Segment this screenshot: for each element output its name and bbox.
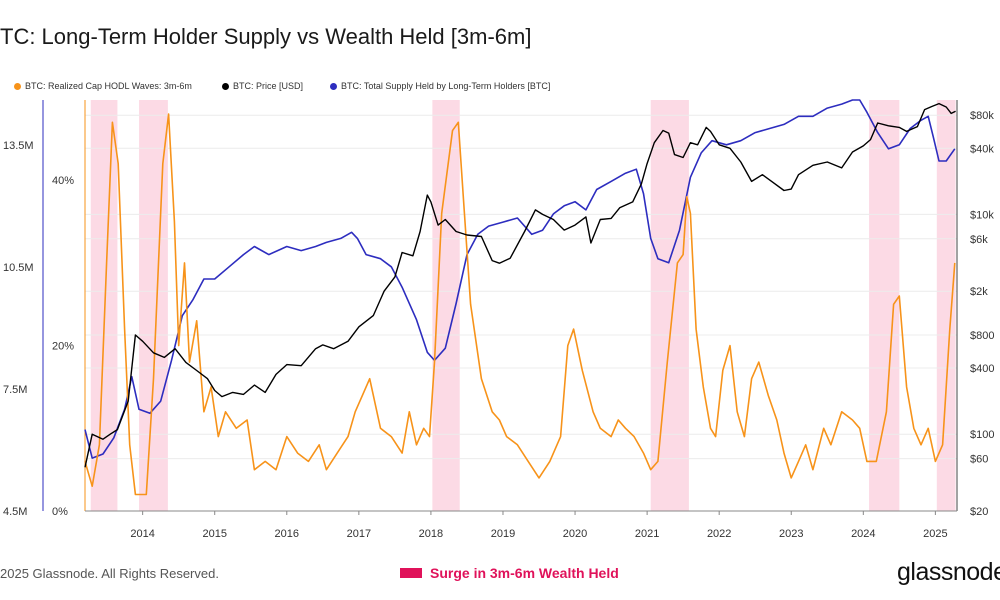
supply-tick-label: 4.5M: [3, 506, 27, 518]
x-tick-label: 2019: [491, 528, 515, 540]
legend-swatch-price: [222, 82, 229, 90]
copyright-text: 2025 Glassnode. All Rights Reserved.: [0, 566, 219, 581]
x-tick-label: 2016: [275, 528, 299, 540]
price-tick-label: $80k: [970, 110, 994, 122]
hodl-tick-label: 0%: [52, 506, 68, 518]
surge-legend: Surge in 3m-6m Wealth Held: [400, 565, 619, 581]
legend-swatch-supply: [330, 82, 337, 90]
surge-highlight-band: [90, 100, 118, 511]
legend-item-hodl[interactable]: BTC: Realized Cap HODL Waves: 3m-6m: [14, 81, 192, 91]
chart-canvas: 4.5M 7.5M 10.5M 13.5M 0% 20% 40% $20 $60 $100 $400…: [3, 99, 994, 540]
x-tick-label: 2023: [779, 528, 803, 540]
price-tick-label: $100: [970, 429, 994, 441]
series-line-hodl: [84, 113, 956, 496]
surge-highlight-band: [936, 100, 956, 511]
legend-item-supply[interactable]: BTC: Total Supply Held by Long-Term Hold…: [330, 81, 550, 91]
x-tick-label: 2017: [347, 528, 371, 540]
x-tick-label: 2025: [923, 528, 947, 540]
glassnode-logo: glassnode: [897, 558, 1000, 586]
supply-tick-label: 10.5M: [3, 262, 34, 274]
surge-highlight-band: [869, 100, 900, 511]
chart-legend: BTC: Realized Cap HODL Waves: 3m-6m BTC:…: [0, 81, 1000, 97]
legend-label-price: BTC: Price [USD]: [233, 81, 304, 91]
x-tick-label: 2024: [851, 528, 875, 540]
price-tick-label: $6k: [970, 234, 988, 246]
series-line-supply: [84, 99, 956, 459]
x-tick-label: 2021: [635, 528, 659, 540]
legend-label-hodl: BTC: Realized Cap HODL Waves: 3m-6m: [25, 81, 192, 91]
price-tick-label: $60: [970, 454, 988, 466]
supply-tick-label: 7.5M: [3, 384, 27, 396]
price-tick-label: $40k: [970, 143, 994, 155]
x-tick-label: 2018: [419, 528, 443, 540]
price-tick-label: $2k: [970, 286, 988, 298]
price-tick-label: $20: [970, 506, 988, 518]
price-tick-label: $400: [970, 363, 994, 375]
price-tick-label: $10k: [970, 209, 994, 221]
x-tick-label: 2015: [202, 528, 226, 540]
surge-swatch: [400, 568, 422, 578]
surge-highlight-band: [650, 100, 689, 511]
hodl-tick-label: 40%: [52, 175, 74, 187]
legend-swatch-hodl: [14, 82, 21, 90]
supply-tick-label: 13.5M: [3, 140, 34, 152]
x-tick-label: 2022: [707, 528, 731, 540]
x-tick-label: 2014: [130, 528, 154, 540]
series-line-price: [84, 102, 956, 468]
page-title: TC: Long-Term Holder Supply vs Wealth He…: [0, 24, 532, 49]
surge-label: Surge in 3m-6m Wealth Held: [430, 565, 619, 581]
x-tick-label: 2020: [563, 528, 587, 540]
hodl-tick-label: 20%: [52, 341, 74, 353]
price-tick-label: $800: [970, 330, 994, 342]
legend-item-price[interactable]: BTC: Price [USD]: [222, 81, 303, 91]
legend-label-supply: BTC: Total Supply Held by Long-Term Hold…: [341, 81, 551, 91]
